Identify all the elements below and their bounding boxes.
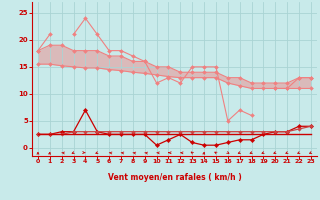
- X-axis label: Vent moyen/en rafales ( km/h ): Vent moyen/en rafales ( km/h ): [108, 173, 241, 182]
